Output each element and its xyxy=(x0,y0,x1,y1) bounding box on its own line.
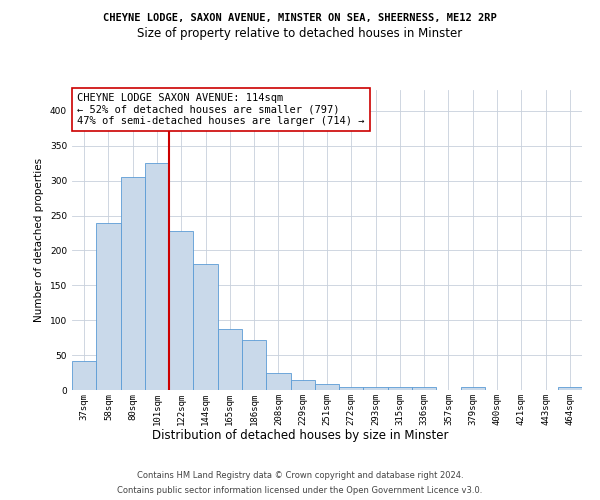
Bar xyxy=(121,177,145,390)
Bar xyxy=(266,372,290,390)
Bar xyxy=(242,340,266,390)
Bar xyxy=(412,387,436,390)
Bar xyxy=(145,164,169,390)
Bar xyxy=(193,264,218,390)
Text: CHEYNE LODGE, SAXON AVENUE, MINSTER ON SEA, SHEERNESS, ME12 2RP: CHEYNE LODGE, SAXON AVENUE, MINSTER ON S… xyxy=(103,12,497,22)
Bar xyxy=(315,384,339,390)
Bar xyxy=(388,387,412,390)
Bar xyxy=(72,360,96,390)
Bar xyxy=(364,387,388,390)
Y-axis label: Number of detached properties: Number of detached properties xyxy=(34,158,44,322)
Text: CHEYNE LODGE SAXON AVENUE: 114sqm
← 52% of detached houses are smaller (797)
47%: CHEYNE LODGE SAXON AVENUE: 114sqm ← 52% … xyxy=(77,93,365,126)
Bar xyxy=(290,380,315,390)
Bar xyxy=(558,387,582,390)
Text: Distribution of detached houses by size in Minster: Distribution of detached houses by size … xyxy=(152,428,448,442)
Bar xyxy=(218,328,242,390)
Text: Size of property relative to detached houses in Minster: Size of property relative to detached ho… xyxy=(137,28,463,40)
Text: Contains public sector information licensed under the Open Government Licence v3: Contains public sector information licen… xyxy=(118,486,482,495)
Bar xyxy=(169,231,193,390)
Bar xyxy=(461,387,485,390)
Text: Contains HM Land Registry data © Crown copyright and database right 2024.: Contains HM Land Registry data © Crown c… xyxy=(137,471,463,480)
Bar xyxy=(339,387,364,390)
Bar xyxy=(96,222,121,390)
